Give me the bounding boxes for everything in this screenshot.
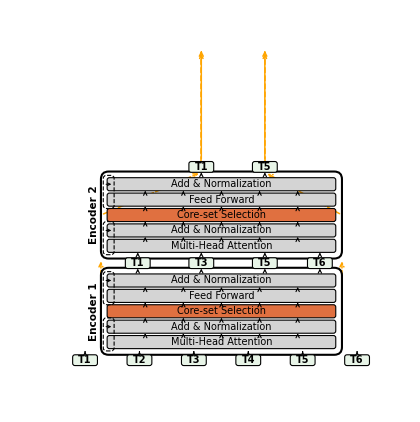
Text: T4: T4 — [241, 355, 255, 365]
Text: Add & Normalization: Add & Normalization — [171, 322, 272, 332]
FancyBboxPatch shape — [107, 274, 336, 287]
FancyBboxPatch shape — [125, 258, 150, 268]
Text: Encoder 2: Encoder 2 — [89, 186, 99, 244]
FancyBboxPatch shape — [290, 355, 315, 365]
FancyBboxPatch shape — [181, 355, 206, 365]
FancyBboxPatch shape — [307, 258, 332, 268]
Text: T5: T5 — [258, 258, 272, 268]
FancyBboxPatch shape — [107, 289, 336, 303]
FancyBboxPatch shape — [107, 193, 336, 206]
FancyBboxPatch shape — [107, 305, 336, 318]
Text: Feed Forward: Feed Forward — [189, 195, 254, 205]
Text: T3: T3 — [194, 258, 208, 268]
Text: T1: T1 — [131, 258, 144, 268]
FancyBboxPatch shape — [189, 162, 214, 172]
Text: Add & Normalization: Add & Normalization — [171, 276, 272, 286]
FancyBboxPatch shape — [73, 355, 97, 365]
Text: Encoder 1: Encoder 1 — [89, 282, 99, 341]
Text: T6: T6 — [350, 355, 364, 365]
FancyBboxPatch shape — [107, 224, 336, 237]
Text: T2: T2 — [133, 355, 146, 365]
FancyBboxPatch shape — [189, 258, 214, 268]
FancyBboxPatch shape — [107, 178, 336, 191]
Text: T6: T6 — [313, 258, 327, 268]
Text: Core-set Selection: Core-set Selection — [177, 210, 266, 220]
Text: Add & Normalization: Add & Normalization — [171, 179, 272, 189]
FancyBboxPatch shape — [107, 335, 336, 349]
Text: Feed Forward: Feed Forward — [189, 291, 254, 301]
FancyBboxPatch shape — [345, 355, 370, 365]
Text: T5: T5 — [296, 355, 310, 365]
Text: T1: T1 — [194, 162, 208, 172]
Text: Add & Normalization: Add & Normalization — [171, 225, 272, 235]
FancyBboxPatch shape — [252, 162, 277, 172]
FancyBboxPatch shape — [236, 355, 261, 365]
Text: T5: T5 — [258, 162, 272, 172]
FancyBboxPatch shape — [127, 355, 152, 365]
Text: T1: T1 — [78, 355, 92, 365]
FancyBboxPatch shape — [107, 239, 336, 252]
Text: Core-set Selection: Core-set Selection — [177, 306, 266, 316]
FancyBboxPatch shape — [252, 258, 277, 268]
Text: Multi-Head Attention: Multi-Head Attention — [171, 337, 272, 347]
Text: T3: T3 — [187, 355, 201, 365]
FancyBboxPatch shape — [107, 208, 336, 222]
FancyBboxPatch shape — [107, 320, 336, 333]
Text: Multi-Head Attention: Multi-Head Attention — [171, 241, 272, 251]
